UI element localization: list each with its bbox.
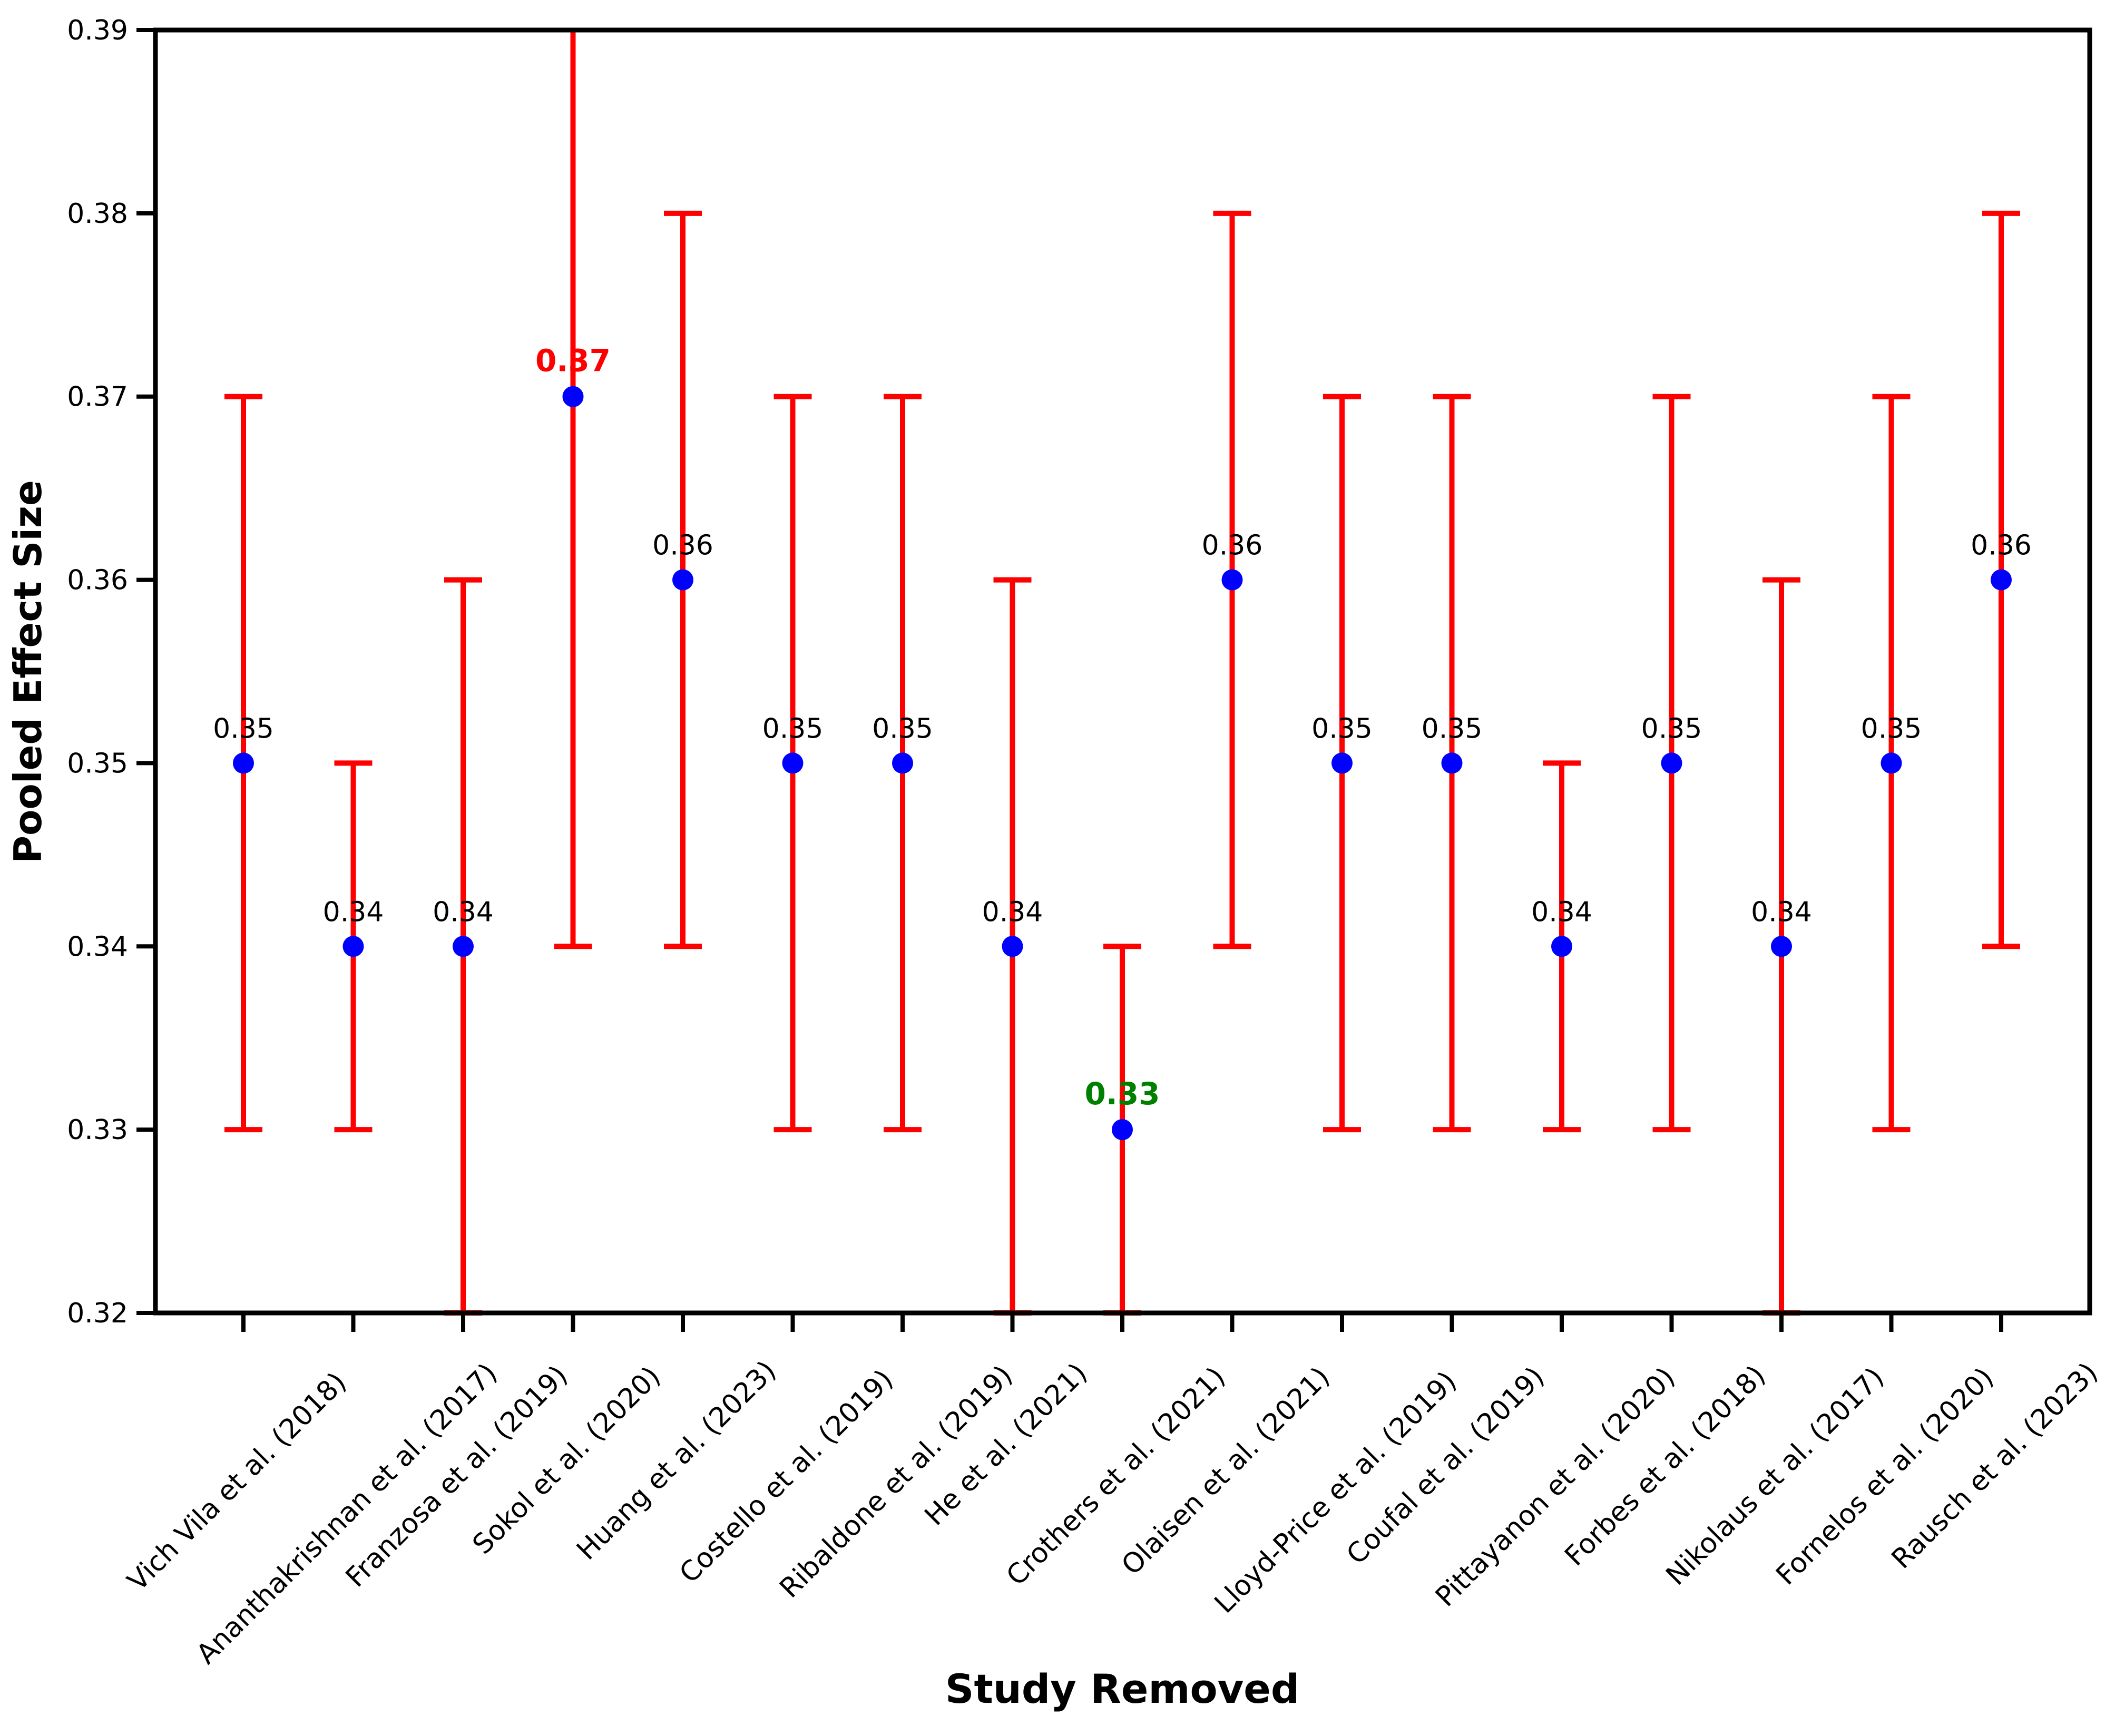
x-tick-label: Costello et al. (2019): [673, 1364, 899, 1590]
y-tick-label: 0.35: [67, 748, 128, 779]
value-label: 0.35: [1861, 713, 1922, 744]
value-label: 0.35: [213, 713, 274, 744]
x-tick-label: Ananthakrishnan et al. (2017): [190, 1357, 503, 1670]
y-tick-label: 0.33: [67, 1114, 128, 1146]
value-label: 0.34: [1531, 896, 1592, 928]
value-label: 0.35: [1641, 713, 1702, 744]
plot-border: [153, 27, 2092, 1316]
data-point: [1221, 569, 1243, 591]
y-tick-label: 0.32: [67, 1298, 128, 1329]
data-point: [892, 752, 913, 774]
value-label: 0.35: [1422, 713, 1483, 744]
value-label: 0.34: [982, 896, 1043, 928]
value-label: 0.35: [872, 713, 933, 744]
data-point: [453, 936, 474, 957]
data-point: [1771, 936, 1792, 957]
x-tick-label: Olaisen et al. (2021): [1115, 1361, 1336, 1581]
x-tick-label: Nikolaus et al. (2017): [1660, 1361, 1891, 1592]
data-point: [1991, 569, 2012, 591]
data-point: [1331, 752, 1353, 774]
data-point: [1441, 752, 1463, 774]
data-point: [1002, 936, 1023, 957]
value-label: 0.37: [535, 343, 611, 379]
value-label: 0.34: [1751, 896, 1812, 928]
y-tick-label: 0.36: [67, 565, 128, 596]
value-label: 0.36: [1202, 530, 1263, 562]
y-tick-label: 0.38: [67, 198, 128, 230]
x-axis-title: Study Removed: [945, 1665, 1300, 1712]
data-point: [1551, 936, 1572, 957]
value-label: 0.33: [1084, 1076, 1160, 1112]
value-label: 0.36: [652, 530, 713, 562]
plot-layer: 0.35 0.34 0.34 0.37 0.36 0.35 0.35 0.34 0.33 0.36…: [67, 15, 2104, 1670]
x-tick-label: Sokol et al. (2020): [467, 1360, 667, 1561]
data-point: [1112, 1119, 1133, 1141]
y-tick-label: 0.39: [67, 15, 128, 46]
y-axis-title: Pooled Effect Size: [6, 480, 50, 864]
data-point: [1661, 752, 1682, 774]
x-tick-label: Rausch et al. (2023): [1886, 1357, 2104, 1575]
value-label: 0.34: [323, 896, 384, 928]
data-point: [672, 569, 693, 591]
y-tick-label: 0.34: [67, 931, 128, 963]
data-point: [562, 386, 584, 407]
data-point: [233, 752, 254, 774]
data-point: [1881, 752, 1902, 774]
value-label: 0.36: [1971, 530, 2032, 562]
value-label: 0.34: [433, 896, 494, 928]
data-point: [342, 936, 364, 957]
data-point: [782, 752, 804, 774]
y-tick-label: 0.37: [67, 381, 128, 413]
value-label: 0.35: [1311, 713, 1373, 744]
value-label: 0.35: [762, 713, 824, 744]
